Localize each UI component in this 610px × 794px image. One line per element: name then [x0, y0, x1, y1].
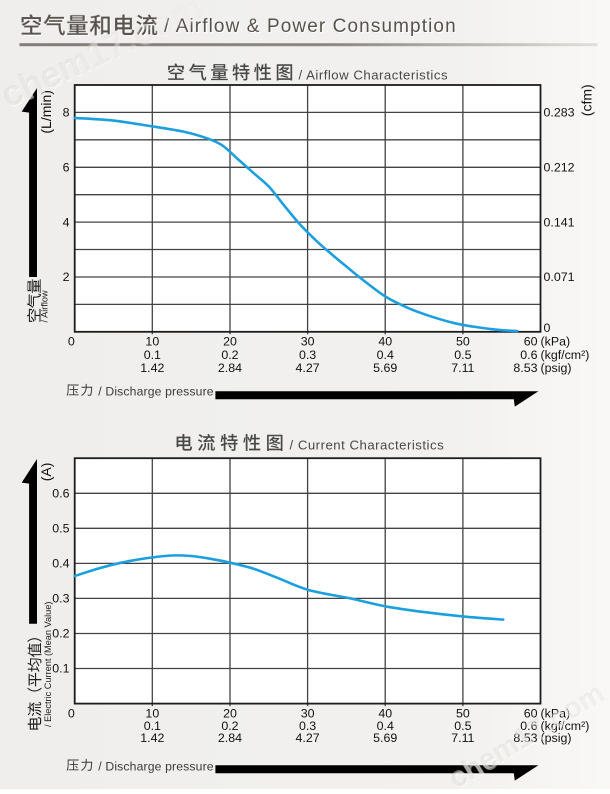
svg-text:60: 60 — [524, 334, 538, 348]
svg-text:1.42: 1.42 — [140, 361, 164, 375]
svg-text:2.84: 2.84 — [218, 731, 242, 745]
svg-text:0.3: 0.3 — [299, 348, 316, 362]
svg-text:4.27: 4.27 — [296, 731, 320, 745]
svg-text:0.6: 0.6 — [52, 486, 69, 500]
svg-text:0.3: 0.3 — [52, 592, 69, 606]
svg-text:0.071: 0.071 — [544, 270, 575, 284]
svg-text:/ Airflow & Power Consumption: / Airflow & Power Consumption — [164, 16, 457, 37]
svg-text:8.53: 8.53 — [513, 731, 537, 745]
svg-text:0.5: 0.5 — [52, 522, 69, 536]
svg-text:/ Current Characteristics: / Current Characteristics — [290, 438, 445, 453]
svg-text:/ Discharge pressure: / Discharge pressure — [98, 759, 214, 773]
svg-text:0: 0 — [68, 706, 75, 720]
svg-text:60: 60 — [524, 706, 538, 720]
svg-text:/ Airflow Characteristics: / Airflow Characteristics — [299, 67, 449, 82]
svg-text:6: 6 — [63, 160, 70, 174]
svg-text:20: 20 — [223, 334, 237, 348]
svg-text:0.4: 0.4 — [377, 719, 394, 733]
svg-text:0.5: 0.5 — [454, 348, 471, 362]
svg-text:1.42: 1.42 — [140, 731, 164, 745]
svg-text:0.1: 0.1 — [144, 348, 161, 362]
svg-text:30: 30 — [301, 706, 315, 720]
svg-text:5.69: 5.69 — [373, 731, 397, 745]
svg-text:4: 4 — [63, 215, 70, 229]
svg-text:(A): (A) — [38, 463, 54, 482]
svg-text:(L/min): (L/min) — [38, 90, 54, 134]
svg-text:4.27: 4.27 — [296, 361, 320, 375]
svg-text:0.4: 0.4 — [52, 557, 69, 571]
svg-text:0.141: 0.141 — [544, 215, 575, 229]
svg-text:0.1: 0.1 — [52, 662, 69, 676]
svg-text:0.4: 0.4 — [377, 348, 394, 362]
svg-text:(kPa): (kPa) — [541, 706, 571, 720]
svg-text:0: 0 — [68, 334, 75, 348]
svg-text:0.1: 0.1 — [144, 719, 161, 733]
svg-text:/ Airflow: / Airflow — [40, 290, 50, 323]
svg-text:(kgf/cm²): (kgf/cm²) — [541, 348, 590, 362]
svg-text:/ Airflow & Power Consumption: / Airflow & Power Consumption — [165, 17, 458, 38]
svg-text:8.53: 8.53 — [513, 361, 537, 375]
svg-text:40: 40 — [378, 334, 392, 348]
svg-text:30: 30 — [301, 334, 315, 348]
svg-text:0.212: 0.212 — [544, 160, 575, 174]
svg-text:8: 8 — [63, 106, 70, 120]
svg-text:0.3: 0.3 — [299, 719, 316, 733]
svg-text:0.2: 0.2 — [221, 719, 238, 733]
svg-text:/ Discharge pressure: / Discharge pressure — [98, 384, 214, 398]
svg-text:0: 0 — [544, 321, 551, 335]
svg-text:2: 2 — [63, 270, 70, 284]
svg-text:(psig): (psig) — [541, 361, 572, 375]
svg-text:0.2: 0.2 — [52, 627, 69, 641]
svg-text:(cfm): (cfm) — [579, 84, 595, 116]
svg-text:0.283: 0.283 — [544, 106, 575, 120]
svg-text:0.6: 0.6 — [520, 348, 537, 362]
svg-text:5.69: 5.69 — [373, 361, 397, 375]
svg-text:50: 50 — [456, 706, 470, 720]
svg-text:0.5: 0.5 — [454, 719, 471, 733]
svg-text:40: 40 — [378, 706, 392, 720]
svg-text:/ Electric Current (Mean Value: / Electric Current (Mean Value) — [43, 602, 53, 727]
svg-text:7.11: 7.11 — [451, 361, 474, 375]
svg-text:20: 20 — [223, 706, 237, 720]
svg-text:0.2: 0.2 — [221, 348, 238, 362]
svg-text:10: 10 — [145, 706, 159, 720]
svg-text:(kPa): (kPa) — [541, 334, 571, 348]
svg-text:50: 50 — [456, 334, 470, 348]
svg-text:(kgf/cm²): (kgf/cm²) — [541, 719, 590, 733]
svg-text:(psig): (psig) — [541, 731, 572, 745]
svg-text:10: 10 — [145, 334, 159, 348]
svg-text:2.84: 2.84 — [218, 361, 242, 375]
svg-text:0.6: 0.6 — [520, 719, 537, 733]
svg-text:7.11: 7.11 — [451, 731, 474, 745]
